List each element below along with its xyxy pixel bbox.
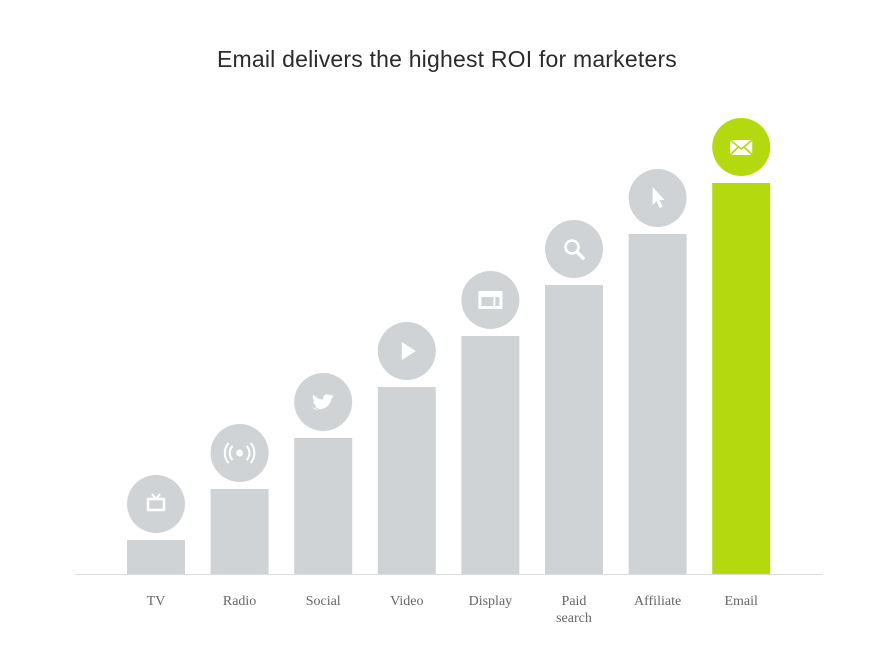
- x-tick-label-line: Social: [306, 594, 341, 609]
- x-tick-label-email: Email: [724, 594, 758, 609]
- email-icon: [729, 139, 753, 156]
- bar-paid-search: [545, 285, 603, 574]
- bar-affiliate: [628, 234, 687, 574]
- bar-radio: [210, 489, 269, 574]
- radio-icon: [223, 442, 256, 464]
- x-tick-label-video: Video: [390, 594, 423, 609]
- bar-social: [294, 438, 353, 574]
- bar-display: [461, 336, 520, 574]
- search-icon: [564, 239, 585, 260]
- x-tick-label-line: search: [556, 611, 592, 626]
- x-tick-label-paid-search: Paid search: [556, 594, 592, 626]
- x-tick-label-line: Paid: [562, 594, 587, 609]
- display-icon: [478, 291, 503, 309]
- x-tick-label-radio: Radio: [223, 594, 256, 609]
- x-tick-label-affiliate: Affiliate: [634, 594, 681, 609]
- tv-icon: [146, 493, 166, 512]
- chart-title: Email delivers the highest ROI for marke…: [216, 46, 678, 72]
- x-tick-label-social: Social: [306, 594, 341, 609]
- x-tick-label-line: Video: [390, 594, 423, 609]
- icon-badge-paid-search: [545, 220, 603, 278]
- x-tick-label-tv: TV: [147, 594, 166, 609]
- bar-video: [377, 387, 436, 574]
- x-tick-label-display: Display: [469, 594, 513, 609]
- x-tick-label-line: Display: [469, 594, 513, 609]
- x-tick-label-line: TV: [147, 594, 166, 609]
- x-tick-label-line: Affiliate: [634, 594, 681, 609]
- x-tick-label-line: Email: [724, 594, 758, 609]
- play-icon: [401, 342, 416, 360]
- bar-tv: [127, 540, 185, 574]
- twitter-icon: [312, 394, 335, 410]
- bar-email: [712, 183, 771, 574]
- icon-badge-tv: [127, 475, 185, 533]
- cursor-icon: [652, 187, 665, 208]
- x-tick-label-line: Radio: [223, 594, 256, 609]
